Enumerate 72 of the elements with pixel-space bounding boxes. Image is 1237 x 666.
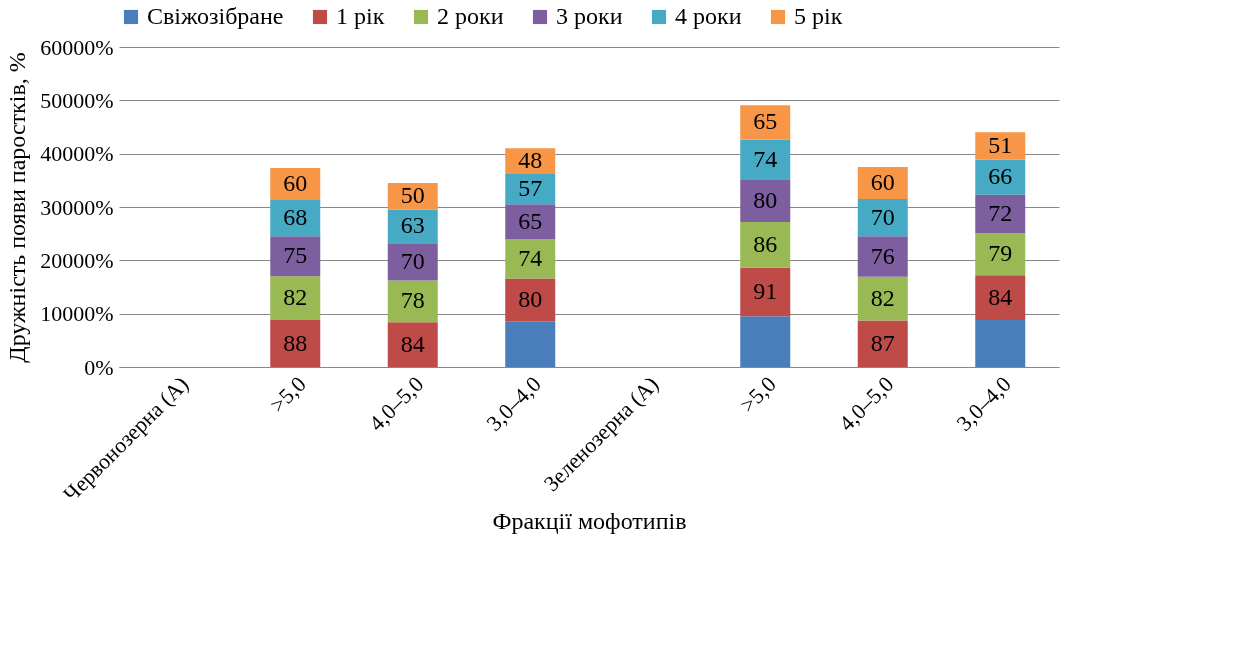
data-label: 60 <box>283 170 308 197</box>
bar <box>975 194 1026 234</box>
bar <box>387 280 438 323</box>
data-label: 74 <box>753 145 778 172</box>
bar <box>505 239 556 279</box>
bar <box>387 322 438 367</box>
x-tick-label: >5,0 <box>734 371 781 418</box>
bar <box>270 276 321 321</box>
y-tick-label: 40000% <box>40 141 114 167</box>
data-label: 84 <box>988 283 1013 310</box>
data-label: 84 <box>400 330 425 357</box>
data-label: 70 <box>870 203 895 230</box>
data-label: 48 <box>518 147 543 174</box>
bar <box>505 204 556 239</box>
data-label: 57 <box>518 175 543 202</box>
bar <box>740 179 791 222</box>
data-label: 91 <box>753 278 778 305</box>
bar <box>857 236 908 277</box>
bar <box>270 320 321 367</box>
data-label: 79 <box>988 240 1013 267</box>
bar <box>857 320 908 367</box>
data-label: 66 <box>988 163 1013 190</box>
data-label: 65 <box>518 207 543 234</box>
data-label: 82 <box>870 284 895 311</box>
bar <box>857 199 908 237</box>
data-label: 80 <box>753 186 778 213</box>
x-tick-label: >5,0 <box>264 371 311 418</box>
data-label: 74 <box>518 244 543 271</box>
bar <box>740 267 791 317</box>
legend-label: Свіжозібране <box>147 3 284 29</box>
data-label: 80 <box>518 285 543 312</box>
data-label: 86 <box>753 230 778 257</box>
data-label: 70 <box>400 247 425 274</box>
legend-label: 4 роки <box>675 3 742 29</box>
y-tick-label: 50000% <box>40 87 114 113</box>
y-tick-label: 0% <box>84 354 114 380</box>
bar <box>975 320 1026 367</box>
data-label: 72 <box>988 199 1013 226</box>
bar <box>975 275 1026 321</box>
data-label: 63 <box>400 212 425 239</box>
y-axis-title: Дружність появи паростків, % <box>4 52 31 363</box>
data-label: 76 <box>870 242 895 269</box>
data-label: 75 <box>283 242 308 269</box>
bar <box>505 321 556 367</box>
data-label: 82 <box>283 284 308 311</box>
legend-label: 1 рік <box>336 3 385 29</box>
bar <box>740 316 791 367</box>
x-axis-title: Фракції мофотипів <box>492 507 687 534</box>
bar <box>740 105 791 140</box>
bar <box>975 233 1026 276</box>
data-label: 68 <box>283 204 308 231</box>
y-tick-label: 60000% <box>40 34 114 60</box>
y-tick-label: 30000% <box>40 194 114 220</box>
y-tick-label: 10000% <box>40 301 114 327</box>
bar <box>740 139 791 180</box>
bar <box>740 221 791 268</box>
legend-label: 3 роки <box>556 3 623 29</box>
legend-label: 5 рік <box>794 3 843 29</box>
bar <box>387 243 438 281</box>
legend-label: 2 роки <box>437 3 504 29</box>
bar <box>270 236 321 277</box>
data-label: 87 <box>870 329 895 356</box>
bar <box>505 278 556 322</box>
bar <box>857 276 908 321</box>
bar <box>975 132 1026 160</box>
y-tick-label: 20000% <box>40 247 114 273</box>
data-label: 60 <box>870 169 895 195</box>
data-label: 51 <box>988 131 1013 158</box>
data-label: 65 <box>753 108 778 135</box>
data-label: 88 <box>283 329 308 356</box>
data-label: 78 <box>400 287 425 314</box>
data-label: 50 <box>400 182 425 209</box>
